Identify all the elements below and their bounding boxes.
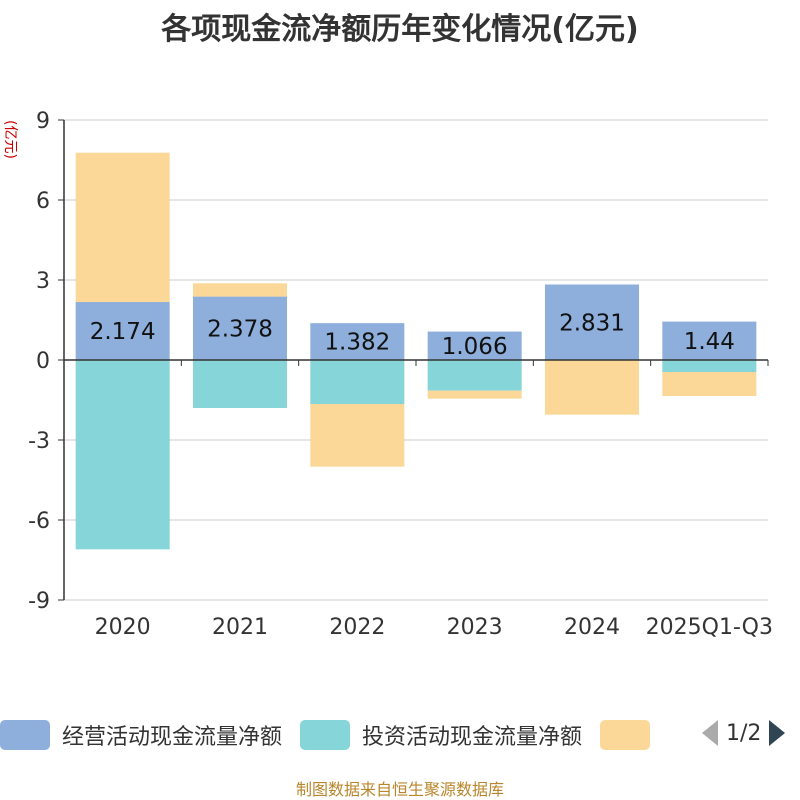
bar-series0-2020 (75, 302, 170, 360)
bar-series2-2024 (545, 360, 639, 415)
y-tick-label: 9 (36, 109, 50, 134)
data-label: 1.066 (442, 334, 508, 360)
legend-pager[interactable]: 1/2 (700, 718, 787, 748)
y-tick-label: -9 (28, 589, 50, 614)
bar-series1-2023 (427, 360, 522, 391)
data-label: 2.378 (207, 316, 273, 342)
legend-item[interactable]: 投资活动现金流量净额 (300, 719, 582, 751)
x-tick-label: 2022 (329, 615, 385, 640)
bar-series2-2022 (310, 404, 405, 467)
y-tick-label: 6 (36, 189, 50, 214)
data-label: 1.382 (324, 330, 390, 356)
chart-title: 各项现金流净额历年变化情况(亿元) (161, 12, 639, 47)
x-tick-label: 2023 (447, 615, 503, 640)
legend-item[interactable]: 经营活动现金流量净额 (0, 719, 282, 751)
bar-series1-2025Q1-Q3 (662, 360, 757, 372)
bar-series0-2024 (545, 284, 639, 360)
legend-item[interactable] (600, 720, 662, 750)
bar-series1-2022 (310, 360, 405, 404)
pager-prev-icon[interactable] (700, 718, 720, 748)
x-tick-label: 2020 (95, 615, 151, 640)
x-tick-label: 2024 (564, 615, 620, 640)
legend-label: 经营活动现金流量净额 (62, 725, 283, 750)
pager-next-icon[interactable] (767, 718, 787, 748)
legend: 经营活动现金流量净额 投资活动现金流量净额 (0, 712, 800, 758)
x-tick-label: 2025Q1-Q3 (646, 615, 773, 640)
y-tick-label: -3 (28, 429, 50, 454)
bar-series1-2020 (75, 360, 170, 550)
bar-series2-2020 (75, 152, 170, 303)
legend-label: 投资活动现金流量净额 (362, 725, 583, 750)
bar-series0-2023 (427, 331, 522, 360)
pager-text: 1/2 (726, 720, 762, 746)
x-tick-label: 2021 (212, 615, 268, 640)
data-label: 2.174 (90, 319, 156, 345)
bar-series2-2023 (427, 390, 522, 399)
chart-plot: 9 6 3 0 -3 -6 -9 (亿元) 2.174 2020 2.378 2021 1.382 202… (2, 109, 773, 640)
bar-series2-2021 (193, 283, 287, 297)
y-tick-label: 0 (36, 349, 50, 374)
bar-series0-2021 (193, 296, 287, 360)
data-label: 2.831 (559, 310, 625, 336)
y-axis-label: (亿元) (2, 120, 18, 159)
legend-swatch (300, 720, 351, 750)
legend-swatch (600, 720, 651, 750)
y-tick-label: 3 (36, 269, 50, 294)
bar-series0-2025Q1-Q3 (662, 321, 757, 360)
source-footer: 制图数据来自恒生聚源数据库 (295, 780, 504, 799)
bar-series2-2025Q1-Q3 (662, 372, 757, 396)
y-tick-label: -6 (28, 509, 50, 534)
bar-series1-2021 (193, 360, 287, 408)
bar-series0-2022 (310, 323, 405, 360)
data-label: 1.44 (684, 329, 735, 355)
legend-swatch (0, 720, 50, 750)
